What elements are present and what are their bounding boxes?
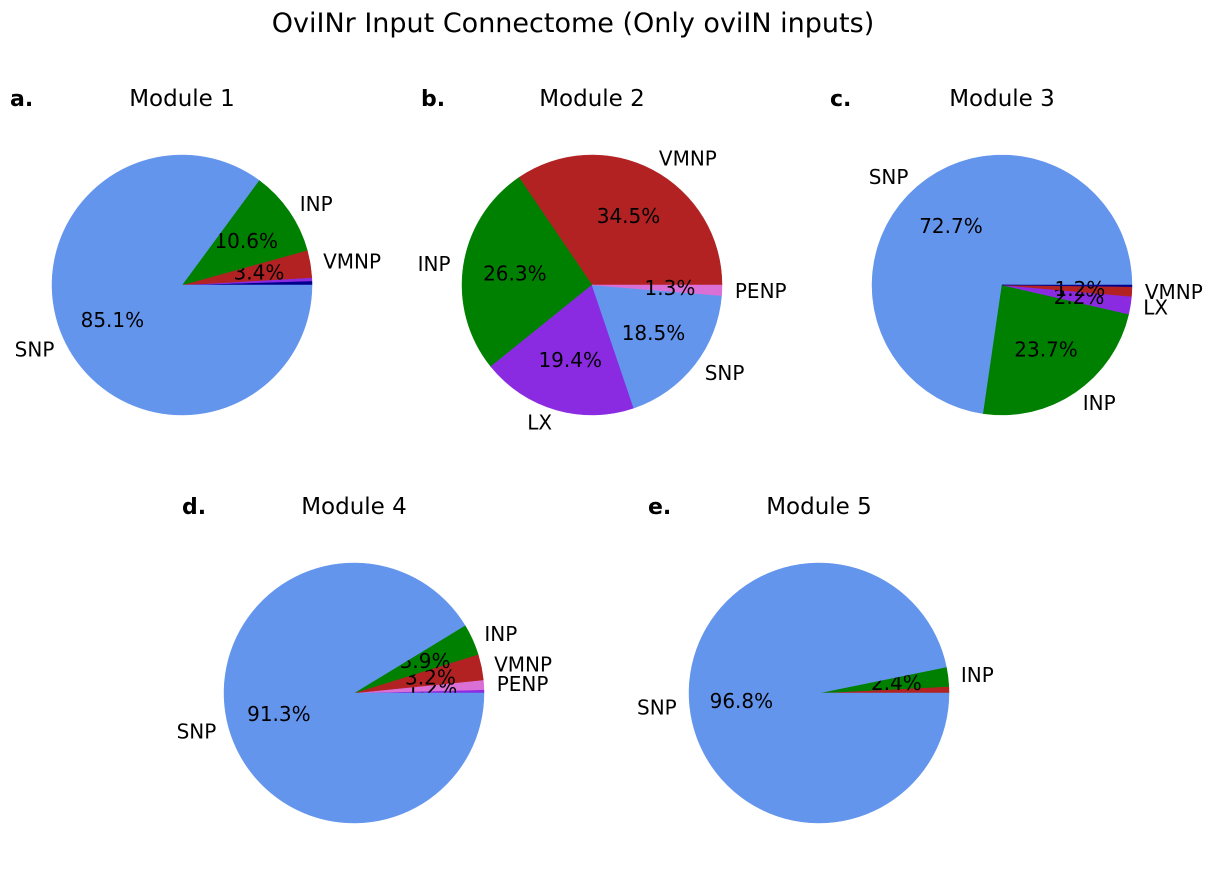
pie-slice-m1-snp xyxy=(51,154,313,416)
pct-label-m2-vmnp: 34.5% xyxy=(597,204,661,228)
pct-label-m3-snp: 72.7% xyxy=(919,214,983,238)
slice-label-m5-inp: INP xyxy=(961,663,994,687)
pct-label-m2-penp: 1.3% xyxy=(645,276,696,300)
pie-slice-m1-inp xyxy=(181,179,308,286)
pie-slice-m2-snp xyxy=(591,284,722,409)
pie-slice-m2-vmnp xyxy=(518,154,723,286)
pct-label-m2-inp: 26.3% xyxy=(483,262,547,286)
slice-label-m2-vmnp: VMNP xyxy=(659,147,717,171)
slice-label-m1-vmnp: VMNP xyxy=(323,250,381,274)
pct-label-m3-inp: 23.7% xyxy=(1014,337,1078,361)
figure-title: OviINr Input Connectome (Only oviIN inpu… xyxy=(272,8,874,39)
module-title-2: Module 2 xyxy=(539,86,645,112)
slice-label-m2-inp: INP xyxy=(418,252,451,276)
panel-label-3: c. xyxy=(830,87,851,112)
pie-panel-2: VMNP 34.5% INP 26.3% LX 19.4% SNP 18.5% PENP 1.3%… xyxy=(418,86,787,434)
pie-slice-m2-lx xyxy=(490,284,635,416)
pct-label-m2-lx: 19.4% xyxy=(538,348,602,372)
panel-label-5: e. xyxy=(648,495,671,520)
module-title-3: Module 3 xyxy=(949,86,1055,112)
slice-label-m2-snp: SNP xyxy=(705,361,745,385)
pct-label-m1-inp: 10.6% xyxy=(214,229,278,253)
pie-slice-m2-penp xyxy=(591,284,723,296)
slice-label-m2-penp: PENP xyxy=(735,279,787,303)
slice-label-m3-lx: LX xyxy=(1143,295,1168,319)
module-title-5: Module 5 xyxy=(766,494,872,520)
panel-label-1: a. xyxy=(10,87,33,112)
slice-label-m3-vmnp: VMNP xyxy=(1145,280,1203,304)
panel-label-4: d. xyxy=(182,495,206,520)
slice-label-m4-vmnp: VMNP xyxy=(494,652,552,676)
pie-slice-m3-minor-4 xyxy=(1001,284,1133,287)
slice-label-m4-snp: SNP xyxy=(177,720,217,744)
pie-slice-m2-inp xyxy=(461,177,593,367)
slice-label-m4-inp: INP xyxy=(484,622,517,646)
panel-label-2: b. xyxy=(421,87,445,112)
slice-label-m1-inp: INP xyxy=(300,192,333,216)
pie-slice-m3-snp xyxy=(871,154,1133,414)
pie-slice-m3-inp xyxy=(982,284,1129,416)
pct-label-m1-snp: 85.1% xyxy=(81,308,145,332)
pie-slice-m4-snp xyxy=(223,562,485,824)
pct-label-m5-snp: 96.8% xyxy=(710,689,774,713)
slice-label-m5-snp: SNP xyxy=(637,695,677,719)
module-title-4: Module 4 xyxy=(301,494,407,520)
pct-label-m4-snp: 91.3% xyxy=(247,702,311,726)
pie-slice-m5-snp xyxy=(688,562,950,824)
slice-label-m3-inp: INP xyxy=(1083,391,1116,415)
slice-label-m2-lx: LX xyxy=(527,410,552,434)
slice-label-m4-penp: PENP xyxy=(497,672,549,696)
module-title-1: Module 1 xyxy=(129,86,235,112)
slice-label-m1-snp: SNP xyxy=(15,338,55,362)
pct-label-m3-vmnp: 1.2% xyxy=(1054,277,1105,301)
pct-label-m2-snp: 18.5% xyxy=(622,321,686,345)
slice-label-m3-snp: SNP xyxy=(869,165,909,189)
